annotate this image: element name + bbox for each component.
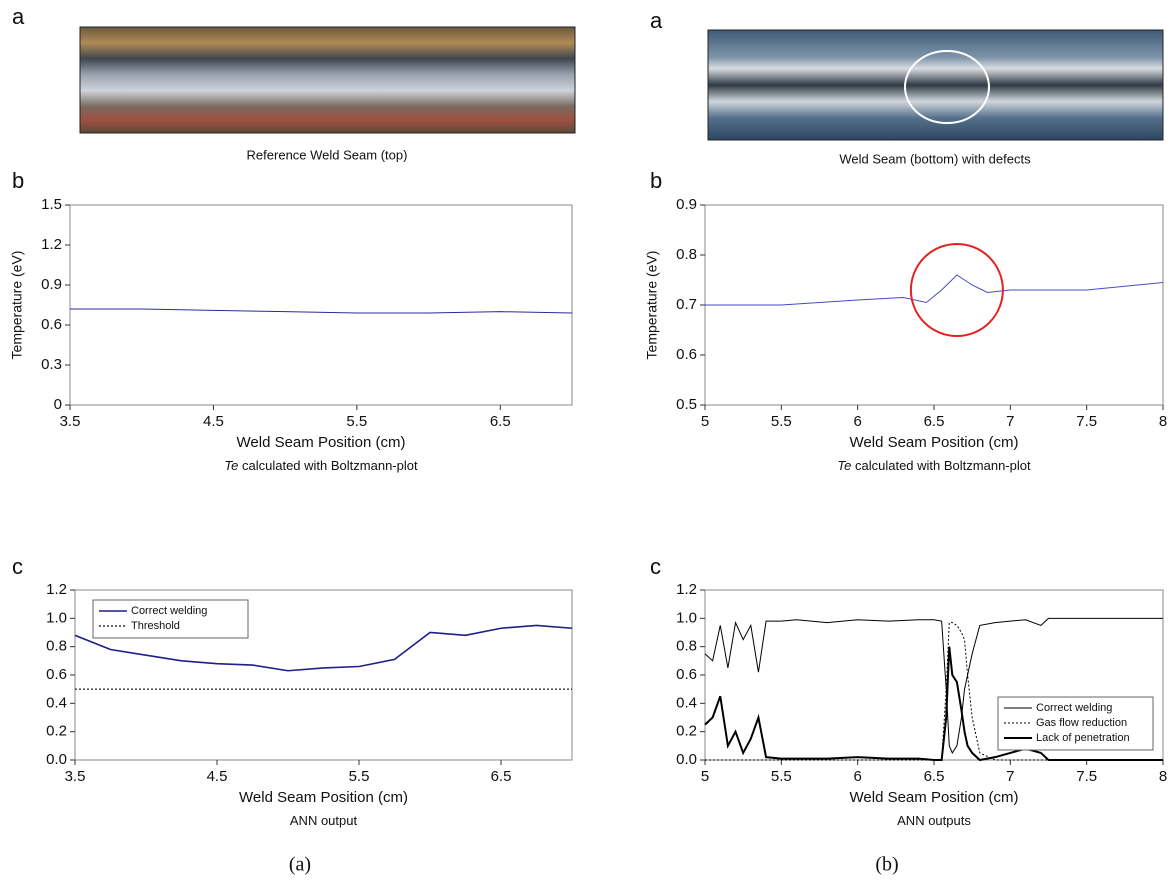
image-caption: Weld Seam (bottom) with defects	[839, 151, 1031, 166]
panel-label: c	[650, 554, 661, 579]
defect-circle	[904, 50, 990, 124]
x-tick-label: 6.5	[491, 768, 512, 785]
panel-label: a	[12, 4, 25, 29]
x-tick-label: 4.5	[207, 768, 228, 785]
data-line	[70, 308, 573, 314]
y-axis-title: Temperature (eV)	[644, 251, 660, 360]
data-line	[704, 646, 1163, 762]
y-tick-label: 0.0	[46, 751, 67, 768]
x-tick-label: 5.5	[346, 413, 367, 430]
legend-box	[92, 599, 249, 639]
y-tick-label: 1.2	[41, 236, 62, 253]
data-line	[704, 617, 1163, 754]
data-line	[705, 274, 1164, 306]
y-tick-label: 0.2	[46, 723, 67, 740]
image-caption: Reference Weld Seam (top)	[247, 147, 408, 162]
y-tick-label: 0.6	[676, 346, 697, 363]
y-tick-label: 0.8	[676, 638, 697, 655]
chart-caption: Te calculated with Boltzmann-plot	[837, 458, 1031, 473]
panel-label: b	[650, 168, 662, 193]
panel-label: a	[650, 8, 663, 33]
y-tick-label: 0	[54, 396, 62, 413]
x-tick-label: 8	[1159, 413, 1167, 430]
x-tick-label: 3.5	[60, 413, 81, 430]
x-axis-title: Weld Seam Position (cm)	[239, 789, 408, 806]
x-axis-title: Weld Seam Position (cm)	[850, 789, 1019, 806]
chart-caption: ANN output	[290, 813, 358, 828]
caption-part: Te	[837, 458, 851, 473]
x-tick-label: 6	[853, 768, 861, 785]
y-tick-label: 0.0	[676, 751, 697, 768]
x-tick-label: 5.5	[771, 413, 792, 430]
y-tick-label: 0.9	[676, 196, 697, 213]
x-tick-label: 7.5	[1076, 768, 1097, 785]
y-tick-label: 0.9	[41, 276, 62, 293]
x-tick-label: 6.5	[924, 413, 945, 430]
caption-part: Te	[224, 458, 238, 473]
x-tick-label: 5.5	[771, 768, 792, 785]
x-tick-label: 6.5	[924, 768, 945, 785]
y-tick-label: 0.4	[676, 694, 697, 711]
y-tick-label: 1.2	[46, 581, 67, 598]
y-tick-label: 0.4	[46, 694, 67, 711]
y-tick-label: 0.2	[676, 723, 697, 740]
legend-label: Threshold	[131, 620, 180, 632]
x-tick-label: 6	[853, 413, 861, 430]
weld-photo	[79, 26, 576, 134]
y-tick-label: 0.6	[676, 666, 697, 683]
legend-label: Gas flow reduction	[1036, 717, 1127, 729]
x-tick-label: 6.5	[490, 413, 511, 430]
panel-label: c	[12, 554, 23, 579]
panel-label: b	[12, 168, 24, 193]
y-tick-label: 0.6	[41, 316, 62, 333]
x-tick-label: 5	[701, 768, 709, 785]
y-tick-label: 0.5	[676, 396, 697, 413]
figure-label: (b)	[875, 854, 898, 876]
x-tick-label: 5	[701, 413, 709, 430]
y-tick-label: 1.0	[676, 609, 697, 626]
caption-part: calculated with Boltzmann-plot	[238, 458, 418, 473]
legend-box	[997, 696, 1154, 751]
legend-label: Correct welding	[131, 605, 207, 617]
y-tick-label: 0.3	[41, 356, 62, 373]
x-tick-label: 7	[1006, 768, 1014, 785]
weld-photo	[707, 29, 1164, 141]
x-axis-title: Weld Seam Position (cm)	[237, 434, 406, 451]
y-tick-label: 1.5	[41, 196, 62, 213]
legend-label: Lack of penetration	[1036, 732, 1130, 744]
x-tick-label: 3.5	[65, 768, 86, 785]
figure-label: (a)	[289, 854, 311, 876]
anomaly-circle	[909, 243, 1004, 337]
chart-caption: Te calculated with Boltzmann-plot	[224, 458, 418, 473]
caption-part: ANN output	[290, 813, 358, 828]
y-tick-label: 0.8	[676, 246, 697, 263]
y-tick-label: 1.2	[676, 581, 697, 598]
y-tick-label: 1.0	[46, 609, 67, 626]
legend-label: Correct welding	[1036, 702, 1112, 714]
data-line	[74, 624, 573, 672]
x-tick-label: 4.5	[203, 413, 224, 430]
plot-frame	[69, 204, 573, 406]
x-axis-title: Weld Seam Position (cm)	[850, 434, 1019, 451]
caption-part: calculated with Boltzmann-plot	[851, 458, 1031, 473]
y-tick-label: 0.8	[46, 638, 67, 655]
y-tick-label: 0.7	[676, 296, 697, 313]
chart-caption: ANN outputs	[897, 813, 971, 828]
data-line	[705, 622, 1163, 761]
x-tick-label: 7.5	[1076, 413, 1097, 430]
caption-part: ANN outputs	[897, 813, 971, 828]
y-tick-label: 0.6	[46, 666, 67, 683]
y-axis-title: Temperature (eV)	[9, 251, 25, 360]
x-tick-label: 7	[1006, 413, 1014, 430]
x-tick-label: 5.5	[349, 768, 370, 785]
x-tick-label: 8	[1159, 768, 1167, 785]
